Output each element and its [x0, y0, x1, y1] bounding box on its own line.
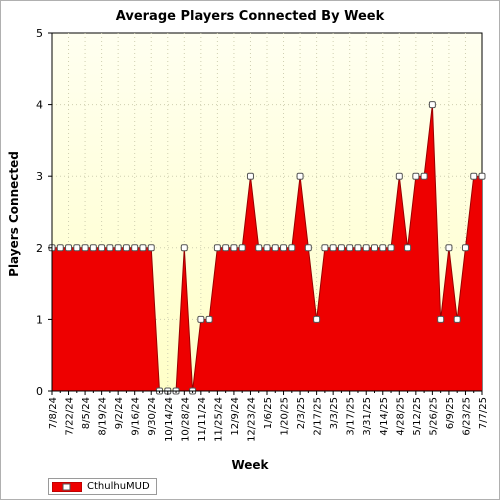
x-tick-label: 7/8/24 — [48, 397, 59, 429]
data-point — [478, 172, 486, 180]
x-tick-label: 6/9/25 — [445, 397, 456, 429]
data-point — [470, 172, 478, 180]
x-tick-label: 12/23/24 — [246, 397, 257, 442]
x-tick-label: 7/22/24 — [65, 397, 76, 436]
x-tick-label: 5/12/25 — [412, 397, 423, 436]
data-point — [354, 244, 362, 252]
y-tick-label: 5 — [36, 27, 43, 40]
data-point — [445, 244, 453, 252]
data-point — [412, 172, 420, 180]
data-point — [89, 244, 97, 252]
data-point — [114, 244, 122, 252]
y-tick-labels: 0 1 2 3 4 5 — [36, 27, 43, 398]
data-point — [453, 315, 461, 323]
data-point — [213, 244, 221, 252]
x-tick-label: 3/31/25 — [362, 397, 373, 436]
data-point — [420, 172, 428, 180]
data-point — [371, 244, 378, 252]
data-point — [288, 244, 296, 252]
data-point — [329, 244, 337, 252]
data-point — [428, 101, 436, 109]
x-tick-label: 10/28/24 — [180, 397, 191, 442]
x-tick-label: 9/16/24 — [131, 397, 142, 436]
data-point — [131, 244, 139, 252]
data-point — [362, 244, 370, 252]
x-tick-label: 1/20/25 — [280, 397, 291, 436]
chart-title: Average Players Connected By Week — [115, 9, 385, 24]
x-tick-label: 12/9/24 — [230, 397, 241, 436]
x-tick-label: 11/25/24 — [213, 397, 224, 442]
data-point — [139, 244, 147, 252]
y-tick-label: 0 — [36, 385, 43, 398]
data-point — [271, 244, 279, 252]
y-tick-label: 2 — [36, 242, 43, 255]
data-point — [321, 244, 329, 252]
data-point — [147, 244, 155, 252]
x-tick-label: 10/14/24 — [164, 397, 175, 442]
series-area-fill — [52, 104, 482, 391]
data-point — [263, 244, 271, 252]
data-point — [238, 244, 246, 252]
data-point — [313, 315, 321, 323]
data-point — [346, 244, 354, 252]
data-point — [246, 172, 254, 180]
y-tick-label: 3 — [36, 170, 43, 183]
x-tick-label: 3/3/25 — [329, 397, 340, 429]
x-tick-label: 1/6/25 — [263, 397, 274, 429]
data-point — [106, 244, 114, 252]
x-tick-label: 4/28/25 — [395, 397, 406, 436]
data-point — [461, 244, 469, 252]
data-point — [197, 315, 205, 323]
data-point — [387, 244, 395, 252]
x-tick-label: 2/3/25 — [296, 397, 307, 429]
data-point — [73, 244, 81, 252]
data-point — [437, 315, 445, 323]
data-point — [337, 244, 345, 252]
x-axis-label: Week — [231, 458, 269, 472]
data-point — [296, 172, 304, 180]
x-tick-label: 8/19/24 — [98, 397, 109, 436]
y-tick-label: 1 — [36, 313, 43, 326]
data-point — [56, 244, 64, 252]
x-tick-label: 6/23/25 — [461, 397, 472, 436]
legend-label: CthulhuMUD — [87, 481, 150, 492]
axes — [48, 32, 483, 395]
data-point — [280, 244, 288, 252]
x-tick-label: 9/2/24 — [114, 397, 125, 429]
data-point — [395, 172, 403, 180]
data-point — [205, 315, 213, 323]
x-tick-labels: 7/8/24 7/22/24 8/5/24 8/19/24 9/2/24 9/16/24 9… — [48, 397, 489, 442]
x-tick-label: 8/5/24 — [81, 397, 92, 429]
data-point — [304, 244, 312, 252]
data-point — [255, 244, 263, 252]
legend: CthulhuMUD — [48, 478, 157, 495]
data-point — [222, 244, 230, 252]
x-tick-label: 3/17/25 — [346, 397, 357, 436]
data-points — [48, 101, 486, 395]
x-tick-label: 2/17/25 — [313, 397, 324, 436]
x-tick-label: 11/11/24 — [197, 397, 208, 442]
y-tick-label: 4 — [36, 99, 43, 112]
legend-swatch — [52, 481, 82, 492]
data-point — [122, 244, 130, 252]
x-tick-label: 5/26/25 — [428, 397, 439, 436]
x-tick-label: 7/7/25 — [478, 397, 489, 429]
x-tick-label: 9/30/24 — [147, 397, 158, 436]
data-point — [65, 244, 73, 252]
data-point — [180, 244, 188, 252]
data-point — [404, 244, 412, 252]
data-point — [230, 244, 238, 252]
x-tick-label: 4/14/25 — [379, 397, 390, 436]
data-point — [379, 244, 387, 252]
data-point — [98, 244, 106, 252]
data-point — [81, 244, 89, 252]
